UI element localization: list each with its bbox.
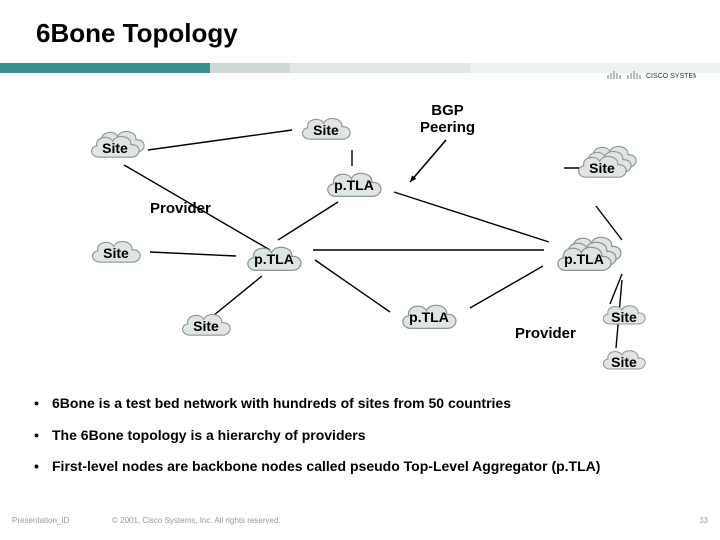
footer-presentation-id: Presentation_ID bbox=[12, 516, 69, 525]
node-ptla_r: p.TLA bbox=[540, 240, 628, 278]
bullet-item: First-level nodes are backbone nodes cal… bbox=[28, 458, 688, 476]
footer-page-number: 33 bbox=[699, 516, 708, 525]
node-label: Site bbox=[595, 309, 653, 325]
bullet-item: The 6Bone topology is a hierarchy of pro… bbox=[28, 427, 688, 445]
node-site_tl: Site bbox=[80, 130, 150, 164]
node-ptla_tr: p.TLA bbox=[310, 166, 398, 204]
svg-text:CISCO SYSTEMS: CISCO SYSTEMS bbox=[646, 73, 696, 80]
slide-title: 6Bone Topology bbox=[36, 18, 238, 49]
node-site_bl: Site bbox=[170, 308, 242, 342]
node-label: Site bbox=[80, 140, 150, 156]
label-provider2: Provider bbox=[515, 325, 576, 342]
node-label: p.TLA bbox=[310, 177, 398, 193]
node-site_r: Site bbox=[565, 150, 639, 184]
node-label: Site bbox=[170, 318, 242, 334]
node-label: p.TLA bbox=[230, 251, 318, 267]
node-site_br: Site bbox=[595, 300, 653, 330]
node-ptla_l: p.TLA bbox=[230, 240, 318, 278]
label-provider1: Provider bbox=[150, 200, 211, 217]
bullet-item: 6Bone is a test bed network with hundred… bbox=[28, 395, 688, 413]
node-label: p.TLA bbox=[540, 251, 628, 267]
node-site_tc: Site bbox=[290, 112, 362, 146]
node-site_ml: Site bbox=[80, 235, 152, 269]
node-label: Site bbox=[565, 160, 639, 176]
node-site_br2: Site bbox=[595, 345, 653, 375]
slide-footer: Presentation_ID © 2001, Cisco Systems, I… bbox=[12, 516, 708, 530]
footer-copyright: © 2001, Cisco Systems, Inc. All rights r… bbox=[112, 516, 281, 525]
label-bgp: BGP Peering bbox=[420, 102, 475, 136]
cisco-logo: CISCO SYSTEMS bbox=[606, 69, 696, 83]
topology-diagram: Site Site p.TLA Site p.TLA Site p.TLA Site p.TLA… bbox=[40, 90, 680, 370]
node-ptla_b: p.TLA bbox=[385, 298, 473, 336]
node-label: Site bbox=[595, 354, 653, 370]
node-label: Site bbox=[80, 245, 152, 261]
node-label: p.TLA bbox=[385, 309, 473, 325]
node-label: Site bbox=[290, 122, 362, 138]
bullet-list: 6Bone is a test bed network with hundred… bbox=[28, 395, 688, 490]
